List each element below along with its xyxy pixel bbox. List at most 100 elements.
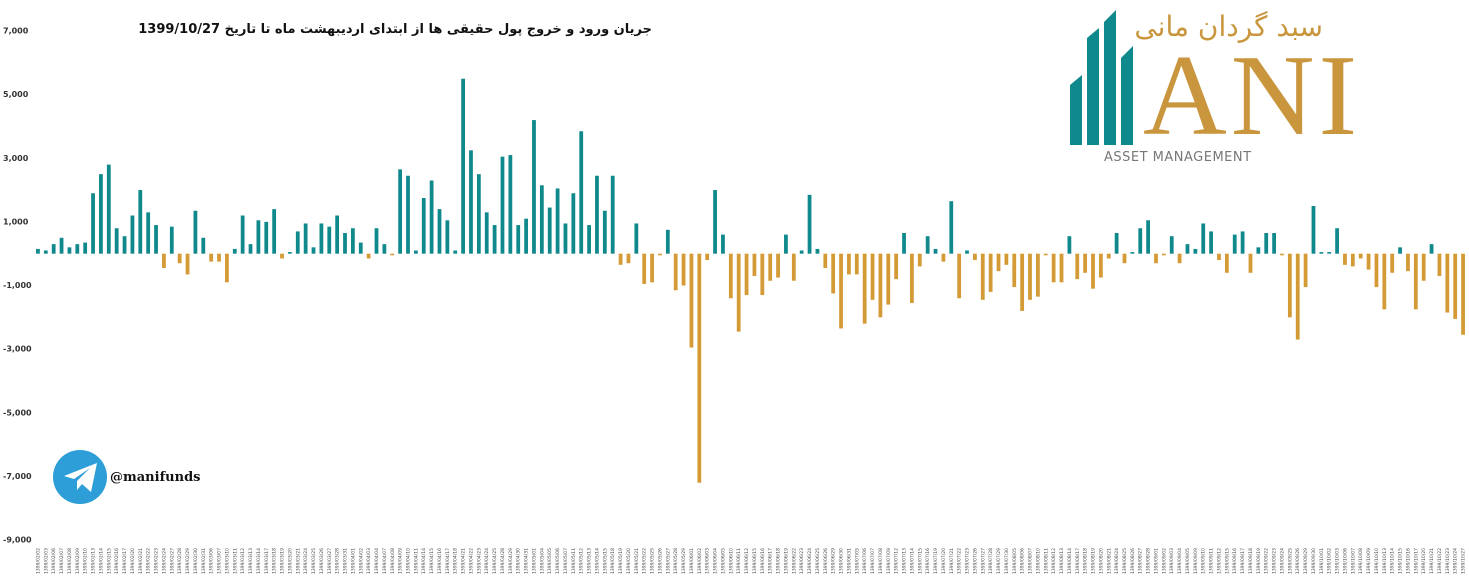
x-tick-label: 1399/04/04 bbox=[374, 548, 380, 574]
x-tick-label: 1399/09/30 bbox=[1311, 548, 1317, 574]
bar bbox=[571, 193, 576, 254]
x-tick-label: 1399/10/16 bbox=[1405, 548, 1411, 574]
x-tick-label: 1399/10/01 bbox=[1319, 548, 1325, 574]
x-tick-label: 1399/02/08 bbox=[67, 548, 73, 574]
bar bbox=[1083, 253, 1088, 273]
x-tick-label: 1399/05/19 bbox=[618, 548, 624, 574]
bar bbox=[555, 188, 560, 254]
bar bbox=[1091, 253, 1095, 289]
bar bbox=[99, 174, 103, 254]
x-tick-label: 1399/06/11 bbox=[736, 548, 742, 574]
x-tick-label: 1399/07/13 bbox=[902, 548, 908, 574]
bar bbox=[232, 248, 237, 254]
bar bbox=[933, 248, 938, 254]
x-tick-label: 1399/07/27 bbox=[980, 548, 986, 574]
bar bbox=[51, 244, 56, 254]
x-tick-label: 1399/06/19 bbox=[783, 548, 789, 574]
bar bbox=[256, 220, 261, 254]
x-tick-label: 1399/05/07 bbox=[563, 548, 569, 574]
x-tick-label: 1399/04/15 bbox=[429, 548, 435, 574]
bar bbox=[421, 198, 426, 254]
bar bbox=[122, 236, 127, 254]
bar bbox=[658, 253, 662, 256]
bar bbox=[240, 215, 245, 254]
x-tick-label: 1399/10/13 bbox=[1382, 548, 1388, 574]
bar bbox=[839, 253, 843, 329]
x-tick-label: 1399/04/18 bbox=[453, 548, 459, 574]
bar bbox=[130, 215, 135, 254]
bar bbox=[752, 253, 757, 276]
bar bbox=[634, 223, 639, 254]
x-tick-label: 1399/06/03 bbox=[705, 548, 711, 574]
x-tick-label: 1399/06/30 bbox=[839, 548, 845, 574]
y-tick-label: 7,000 bbox=[3, 27, 29, 36]
x-tick-label: 1399/02/31 bbox=[201, 548, 207, 574]
x-tick-label: 1399/07/05 bbox=[854, 548, 860, 574]
bar bbox=[1366, 253, 1371, 270]
bar bbox=[1020, 253, 1025, 311]
x-tick-label: 1399/02/13 bbox=[91, 548, 97, 574]
bar bbox=[626, 253, 631, 264]
y-tick-label: 5,000 bbox=[3, 90, 29, 99]
bar bbox=[1130, 252, 1135, 254]
bar bbox=[744, 253, 749, 296]
x-tick-label: 1399/03/17 bbox=[264, 548, 270, 574]
bar bbox=[43, 250, 48, 254]
x-tick-label: 1399/06/04 bbox=[713, 548, 719, 574]
bar bbox=[1264, 233, 1269, 254]
bar bbox=[516, 225, 521, 254]
y-tick-label: 3,000 bbox=[3, 154, 29, 163]
bar bbox=[492, 225, 497, 254]
x-tick-label: 1399/05/01 bbox=[531, 548, 537, 574]
bar bbox=[67, 247, 72, 254]
x-tick-label: 1399/04/24 bbox=[484, 548, 490, 574]
x-tick-label: 1399/07/14 bbox=[909, 548, 915, 574]
x-tick-label: 1399/06/17 bbox=[768, 548, 774, 574]
x-tick-label: 1399/07/23 bbox=[965, 548, 971, 574]
bar bbox=[382, 244, 387, 254]
bar bbox=[248, 244, 253, 254]
x-tick-label: 1399/08/24 bbox=[1114, 548, 1120, 574]
x-tick-label: 1399/05/05 bbox=[547, 548, 553, 574]
x-tick-label: 1399/09/25 bbox=[1287, 548, 1293, 574]
bar bbox=[1413, 253, 1418, 310]
x-tick-label: 1399/03/14 bbox=[256, 548, 262, 574]
bar bbox=[610, 175, 615, 254]
bar bbox=[894, 253, 899, 280]
bar bbox=[1453, 253, 1458, 319]
x-tick-label: 1399/02/22 bbox=[146, 548, 152, 574]
logo-bar bbox=[1121, 46, 1133, 145]
x-tick-label: 1399/06/01 bbox=[689, 548, 695, 574]
bar bbox=[799, 250, 804, 254]
x-tick-label: 1399/06/29 bbox=[831, 548, 837, 574]
x-tick-label: 1399/02/29 bbox=[185, 548, 191, 574]
bar bbox=[162, 253, 166, 269]
x-tick-label: 1399/03/13 bbox=[248, 548, 254, 574]
bar bbox=[697, 253, 702, 483]
x-tick-label: 1399/03/19 bbox=[280, 548, 286, 574]
x-tick-label: 1399/09/19 bbox=[1256, 548, 1262, 574]
x-tick-label: 1399/09/23 bbox=[1272, 548, 1278, 574]
x-tick-label: 1399/06/31 bbox=[846, 548, 852, 574]
bar bbox=[484, 212, 489, 254]
x-tick-label: 1399/03/26 bbox=[319, 548, 325, 574]
x-tick-label: 1399/06/02 bbox=[697, 548, 703, 574]
telegram-icon bbox=[53, 450, 107, 504]
x-tick-label: 1399/03/25 bbox=[311, 548, 317, 574]
bar bbox=[791, 253, 796, 281]
x-tick-label: 1399/08/18 bbox=[1083, 548, 1089, 574]
x-tick-label: 1399/05/26 bbox=[657, 548, 663, 574]
x-tick-label: 1399/04/31 bbox=[524, 548, 530, 574]
bar bbox=[406, 175, 410, 254]
bar bbox=[1028, 253, 1032, 300]
bar bbox=[1098, 253, 1103, 278]
x-tick-label: 1399/05/28 bbox=[673, 548, 679, 574]
x-tick-label: 1399/09/26 bbox=[1295, 548, 1301, 574]
bar bbox=[358, 242, 363, 254]
logo-bar bbox=[1104, 10, 1116, 145]
bar bbox=[1169, 236, 1174, 254]
bar bbox=[728, 253, 733, 299]
x-tick-label: 1399/06/05 bbox=[720, 548, 726, 574]
x-tick-label: 1399/03/07 bbox=[217, 548, 223, 574]
bar bbox=[539, 185, 544, 254]
